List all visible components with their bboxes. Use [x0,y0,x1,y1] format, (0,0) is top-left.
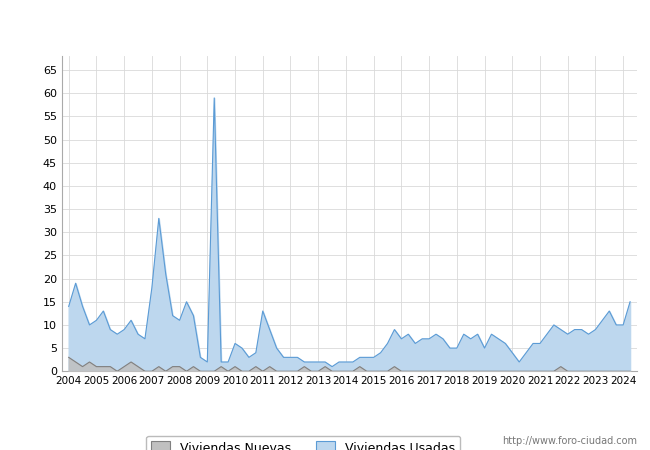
Text: http://www.foro-ciudad.com: http://www.foro-ciudad.com [502,436,637,446]
Text: Moclín - Evolucion del Nº de Transacciones Inmobiliarias: Moclín - Evolucion del Nº de Transaccion… [120,16,530,31]
Legend: Viviendas Nuevas, Viviendas Usadas: Viviendas Nuevas, Viviendas Usadas [146,436,460,450]
